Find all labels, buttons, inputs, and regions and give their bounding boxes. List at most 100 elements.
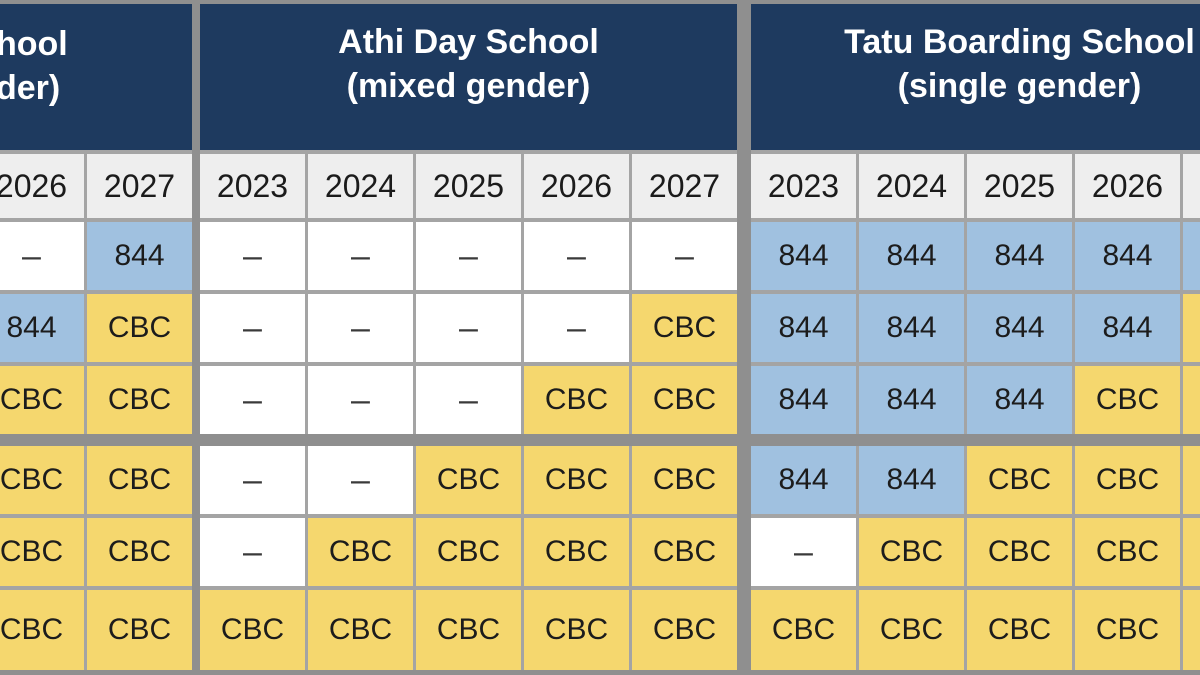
curriculum-cell: 844 [751, 366, 856, 434]
curriculum-cell: CBC [632, 366, 737, 434]
curriculum-cell: CBC [632, 590, 737, 670]
curriculum-cell: CBC [632, 294, 737, 362]
curriculum-cell: – [200, 294, 305, 362]
year-header-cell: 2025 [967, 154, 1072, 218]
curriculum-cell: CBC [0, 366, 84, 434]
school-section-left-cutoff: hool der) 2026 2027–844 844 CBC CBC CBC CBC CBC… [0, 4, 192, 670]
curriculum-cell: CBC [1075, 518, 1180, 586]
curriculum-cell: – [200, 446, 305, 514]
year-header-cell: 2026 [0, 154, 84, 218]
curriculum-cell: CBC [751, 590, 856, 670]
curriculum-cell: CBC [632, 518, 737, 586]
curriculum-cell: 844 [859, 294, 964, 362]
row-group-divider [0, 438, 192, 442]
curriculum-cell: 844 [967, 294, 1072, 362]
curriculum-cell: 844 [859, 366, 964, 434]
curriculum-cell: CBC [524, 366, 629, 434]
section-subtitle: (single gender) [897, 67, 1142, 105]
curriculum-cell: CBC [416, 590, 521, 670]
curriculum-cell: CBC [87, 518, 192, 586]
curriculum-cell: CBC [967, 446, 1072, 514]
curriculum-cell: CBC [308, 590, 413, 670]
curriculum-cell: CBC [87, 294, 192, 362]
curriculum-cell: 844 [1075, 294, 1180, 362]
year-header-cell: 2027 [87, 154, 192, 218]
section-title-fragment-line1: hool [0, 25, 68, 63]
curriculum-cell: 844 [1075, 222, 1180, 290]
curriculum-cell: 844 [751, 222, 856, 290]
curriculum-cell: CBC [0, 446, 84, 514]
curriculum-cell [1183, 518, 1200, 586]
curriculum-cell: – [308, 366, 413, 434]
curriculum-cell: CBC [200, 590, 305, 670]
year-header-cell: 2024 [859, 154, 964, 218]
curriculum-cell: – [416, 294, 521, 362]
curriculum-cell: CBC [1075, 366, 1180, 434]
section-grid: Tatu Boarding School (single gender) 202… [751, 4, 1200, 670]
year-header-cell: 2026 [1075, 154, 1180, 218]
section-title: Tatu Boarding School [844, 23, 1195, 61]
curriculum-cell: CBC [87, 590, 192, 670]
curriculum-cell: CBC [416, 446, 521, 514]
curriculum-cell: CBC [632, 446, 737, 514]
curriculum-cell: 844 [0, 294, 84, 362]
curriculum-cell: CBC [1075, 446, 1180, 514]
section-title: Athi Day School [338, 23, 599, 61]
section-grid: Athi Day School (mixed gender) 2023 2024 2… [200, 4, 737, 670]
curriculum-cell: – [308, 294, 413, 362]
curriculum-cell: CBC [0, 590, 84, 670]
curriculum-cell [1183, 446, 1200, 514]
curriculum-cell: – [308, 446, 413, 514]
curriculum-cell: 844 [967, 366, 1072, 434]
curriculum-cell: – [524, 222, 629, 290]
section-grid: 2026 2027–844 844 CBC CBC CBC CBC CBC CBC CBC CBC C… [0, 4, 192, 670]
section-header: Tatu Boarding School (single gender) [751, 4, 1200, 150]
curriculum-cell: 844 [751, 446, 856, 514]
curriculum-cell: – [416, 222, 521, 290]
year-header-cell: 2025 [416, 154, 521, 218]
section-subtitle: (mixed gender) [346, 67, 591, 105]
curriculum-cell: – [200, 366, 305, 434]
row-group-divider [200, 438, 737, 442]
curriculum-cell: – [0, 222, 84, 290]
curriculum-cell: – [632, 222, 737, 290]
curriculum-cell: 844 [967, 222, 1072, 290]
curriculum-cell: – [308, 222, 413, 290]
curriculum-cell: CBC [859, 590, 964, 670]
curriculum-cell: – [200, 222, 305, 290]
curriculum-cell: CBC [524, 446, 629, 514]
curriculum-cell: CBC [859, 518, 964, 586]
year-header-cell: 2023 [751, 154, 856, 218]
curriculum-cell: – [416, 366, 521, 434]
curriculum-cell: CBC [0, 518, 84, 586]
curriculum-cell [1183, 294, 1200, 362]
year-header-cell [1183, 154, 1200, 218]
curriculum-cell: CBC [87, 446, 192, 514]
year-header-cell: 2023 [200, 154, 305, 218]
curriculum-cell: 844 [751, 294, 856, 362]
curriculum-cell: CBC [416, 518, 521, 586]
curriculum-cell: 844 [859, 446, 964, 514]
year-header-cell: 2027 [632, 154, 737, 218]
school-section-athi-day: Athi Day School (mixed gender) 2023 2024 2… [200, 4, 737, 670]
curriculum-cell: CBC [967, 518, 1072, 586]
year-header-cell: 2026 [524, 154, 629, 218]
curriculum-cell: – [524, 294, 629, 362]
school-section-tatu-boarding: Tatu Boarding School (single gender) 202… [751, 4, 1200, 670]
curriculum-cell: 844 [87, 222, 192, 290]
curriculum-cell: CBC [1075, 590, 1180, 670]
curriculum-cell [1183, 222, 1200, 290]
curriculum-cell: CBC [967, 590, 1072, 670]
section-header: Athi Day School (mixed gender) [200, 4, 737, 150]
section-title-fragment-line2: der) [0, 69, 61, 107]
curriculum-cell: CBC [308, 518, 413, 586]
curriculum-cell: – [200, 518, 305, 586]
curriculum-cell: CBC [87, 366, 192, 434]
curriculum-cell [1183, 366, 1200, 434]
curriculum-cell: CBC [524, 518, 629, 586]
curriculum-cell: – [751, 518, 856, 586]
curriculum-cell: CBC [524, 590, 629, 670]
section-header [0, 4, 192, 150]
curriculum-cell: 844 [859, 222, 964, 290]
